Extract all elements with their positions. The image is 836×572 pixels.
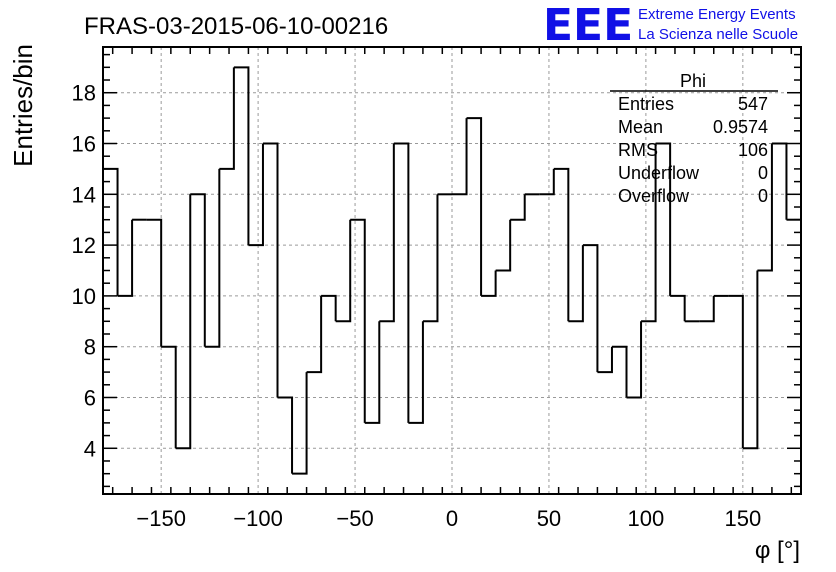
y-tick-label: 14 xyxy=(72,182,96,207)
stats-rows: Entries 547 Mean 0.9574 RMS 106 Underflow 0 Over… xyxy=(618,94,768,206)
histogram-bin xyxy=(582,244,599,373)
histogram-bin xyxy=(568,245,584,323)
histogram-bin xyxy=(597,346,613,374)
histogram-bin xyxy=(248,143,264,247)
histogram-bin xyxy=(219,67,235,170)
histogram-bin xyxy=(161,345,177,449)
stats-label: Entries xyxy=(618,94,674,114)
stats-value: 0 xyxy=(758,163,768,183)
histogram-bin xyxy=(553,167,570,322)
stats-label: RMS xyxy=(618,140,658,160)
y-axis-title: Entries/bin xyxy=(8,44,38,167)
histogram-bin xyxy=(175,194,192,450)
histogram-bin xyxy=(350,218,366,423)
histogram-bin xyxy=(466,117,483,296)
x-tick-label: 50 xyxy=(537,506,561,531)
histogram-bin xyxy=(495,219,512,272)
y-tick-label: 10 xyxy=(72,284,96,309)
x-tick-label: 0 xyxy=(446,506,458,531)
y-tick-label: 18 xyxy=(72,81,96,106)
histogram-bin xyxy=(539,168,555,196)
histogram-bin xyxy=(364,321,381,424)
x-tick-label: 150 xyxy=(724,506,761,531)
x-tick-label: −50 xyxy=(336,506,373,531)
histogram-bin xyxy=(611,345,628,398)
stats-title: Phi xyxy=(680,71,706,91)
axis-ticks xyxy=(103,47,801,494)
histogram-bin xyxy=(655,142,672,296)
histogram-bin xyxy=(452,118,468,196)
histogram-bin xyxy=(670,294,686,322)
x-tick-label: −100 xyxy=(233,506,283,531)
histogram-bin xyxy=(699,295,715,323)
grid-lines xyxy=(103,47,801,494)
histogram-bin xyxy=(408,321,424,424)
histogram-bin xyxy=(146,218,163,347)
histogram-bin xyxy=(262,142,279,398)
stats-value: 547 xyxy=(738,94,768,114)
histogram-bin xyxy=(321,294,337,322)
histogram-bin xyxy=(510,194,526,221)
x-tick-labels: −150 −100 −50 0 50 100 150 xyxy=(136,506,761,531)
logo-subtitle-2: La Scienza nelle Scuole xyxy=(638,26,798,43)
plot-frame xyxy=(102,46,802,495)
histogram-bin xyxy=(757,143,773,272)
histogram-bin xyxy=(422,194,439,323)
y-tick-label: 4 xyxy=(84,436,96,461)
stats-label: Mean xyxy=(618,117,663,137)
stats-box: Phi Entries 547 Mean 0.9574 RMS 106 Underflow 0… xyxy=(610,71,778,206)
histogram-bin xyxy=(204,168,221,348)
logo-subtitle-1: Extreme Energy Events xyxy=(638,6,796,23)
stats-label: Overflow xyxy=(618,186,690,206)
histogram-bin xyxy=(641,143,657,323)
histogram-bin xyxy=(277,396,294,474)
histogram-bin xyxy=(626,321,643,399)
histogram-bin xyxy=(190,193,206,347)
histogram-bin xyxy=(742,270,759,450)
x-axis-title: φ [°] xyxy=(755,537,800,564)
histogram-bin xyxy=(379,143,395,323)
run-title: FRAS-03-2015-06-10-00216 xyxy=(84,13,388,40)
histogram-bin xyxy=(771,142,788,220)
stats-label: Underflow xyxy=(618,163,700,183)
x-tick-label: −150 xyxy=(136,506,186,531)
stats-value: 0 xyxy=(758,186,768,206)
eee-logo: EEE xyxy=(543,0,633,51)
histogram-bin xyxy=(393,142,410,423)
histogram-bin xyxy=(233,66,250,246)
y-tick-label: 12 xyxy=(72,233,96,258)
x-tick-label: 100 xyxy=(628,506,665,531)
stats-value: 106 xyxy=(738,140,768,160)
histogram-bin xyxy=(292,372,308,475)
histogram-bin xyxy=(306,295,323,374)
y-tick-labels: 4 6 8 10 12 14 16 18 xyxy=(72,81,96,462)
histogram-bin xyxy=(335,219,352,323)
histogram-bin xyxy=(117,219,134,297)
y-tick-label: 16 xyxy=(72,132,96,157)
stats-value: 0.9574 xyxy=(713,117,768,137)
y-tick-label: 6 xyxy=(84,385,96,410)
histogram-bin xyxy=(481,270,497,297)
y-tick-label: 8 xyxy=(84,335,96,360)
histogram-bin xyxy=(728,294,744,449)
